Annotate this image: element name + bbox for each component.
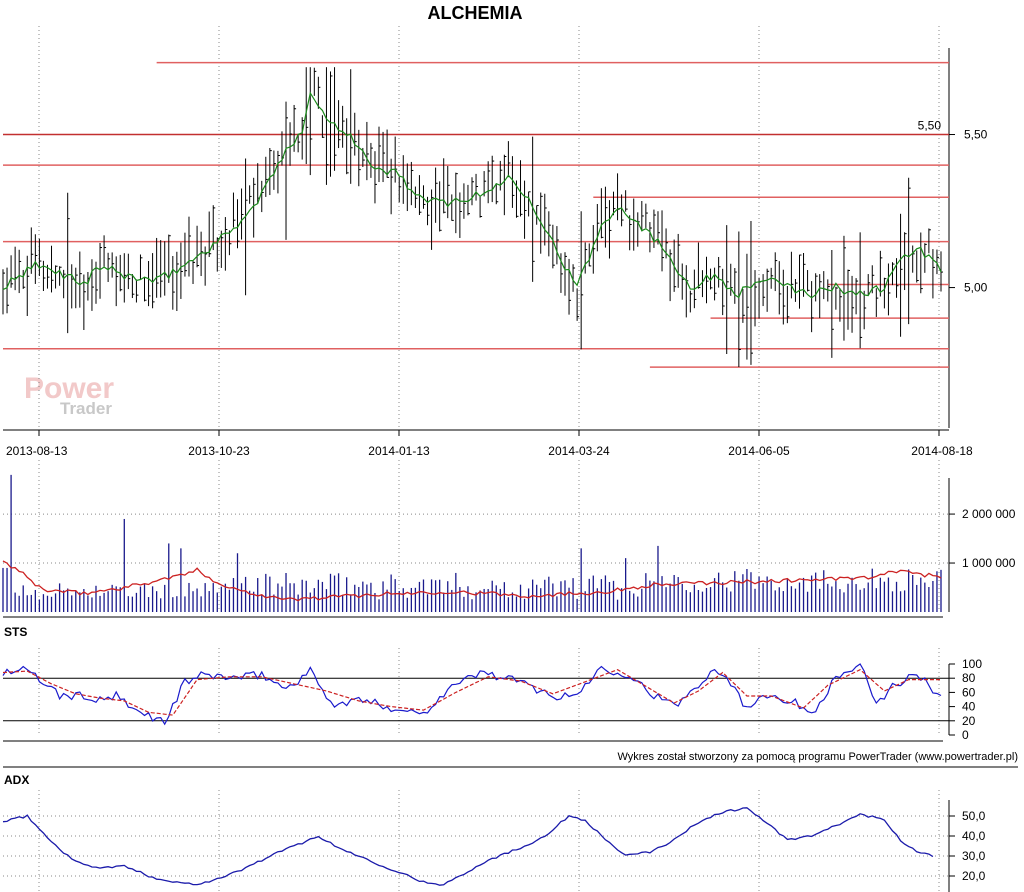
watermark-power: Power [24, 372, 114, 405]
chart-layers: 2013-08-13 2013-10-23 2014-01-13 2014-03-24… [2, 26, 1018, 892]
price-level-label: 5,50 [918, 119, 942, 133]
price-x-label-1: 2013-10-23 [188, 444, 250, 458]
price-x-label-5: 2014-08-18 [911, 444, 973, 458]
volume-y-label-1: 2 000 000 [962, 507, 1016, 521]
volume-average-line [2, 560, 942, 602]
price-x-label-0: 2013-08-13 [6, 444, 68, 458]
sts-d-line [2, 668, 941, 716]
sts-y-label-3: 60 [962, 685, 976, 699]
adx-panel-title: ADX [4, 773, 29, 787]
credit-text: Wykres został stworzony za pomocą progra… [617, 751, 1018, 763]
sts-k-line [2, 663, 942, 726]
adx-y-label-0: 20,0 [962, 869, 986, 883]
sts-panel-title: STS [4, 625, 27, 639]
sts-y-label-0: 0 [962, 728, 969, 742]
watermark-trader: Trader [60, 399, 112, 418]
price-x-label-2: 2014-01-13 [368, 444, 430, 458]
price-x-label-3: 2014-03-24 [548, 444, 610, 458]
price-moving-average-line [2, 91, 942, 299]
price-y-label-1: 5,50 [964, 128, 988, 142]
adx-y-label-2: 40,0 [962, 829, 986, 843]
volume-y-label-0: 1 000 000 [962, 556, 1016, 570]
adx-line [2, 807, 934, 886]
price-y-label-0: 5,00 [964, 281, 988, 295]
price-x-label-4: 2014-06-05 [728, 444, 790, 458]
adx-y-label-3: 50,0 [962, 809, 986, 823]
sts-y-label-1: 20 [962, 714, 976, 728]
sts-y-label-2: 40 [962, 700, 976, 714]
sts-y-label-4: 80 [962, 671, 976, 685]
sts-y-label-5: 100 [962, 657, 982, 671]
adx-y-label-1: 30,0 [962, 849, 986, 863]
chart-title: ALCHEMIA [428, 3, 523, 23]
